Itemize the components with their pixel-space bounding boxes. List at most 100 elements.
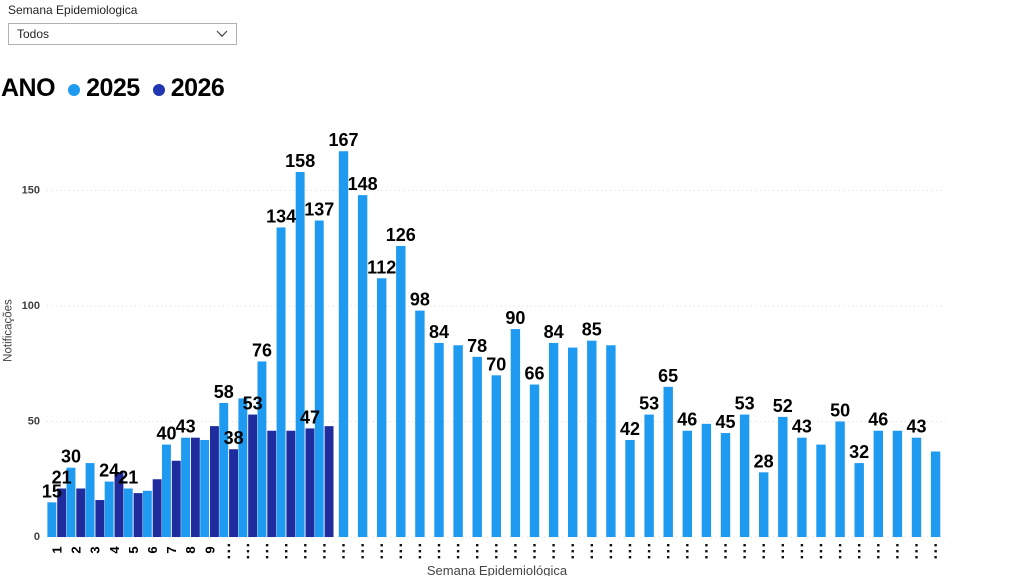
bar-2026-week-13[interactable] (286, 430, 296, 537)
x-tick-overflow-icon (877, 544, 880, 547)
bar-2026-week-12[interactable] (267, 430, 277, 537)
bar-2025-week-13[interactable] (276, 227, 286, 537)
x-tick-overflow-icon (762, 556, 765, 559)
bar-2025-week-34[interactable] (682, 430, 692, 537)
bar-2026-week-10[interactable] (229, 449, 238, 537)
bar-2025-week-30[interactable] (606, 345, 616, 537)
x-tick-overflow-icon (380, 550, 383, 553)
bar-2026-week-7[interactable] (171, 460, 181, 537)
data-label: 53 (243, 394, 263, 414)
bar-2026-week-5[interactable] (133, 493, 143, 537)
data-label: 40 (156, 424, 176, 444)
y-tick-label: 100 (22, 300, 40, 312)
bar-2025-week-23[interactable] (472, 356, 482, 537)
bar-2025-week-33[interactable] (663, 386, 673, 537)
bar-2025-week-11[interactable] (238, 398, 248, 537)
x-tick-overflow-icon (495, 544, 498, 547)
bar-2025-week-7[interactable] (162, 444, 171, 537)
x-tick-overflow-icon (304, 556, 307, 559)
chart-legend: ANO 2025 2026 (1, 74, 225, 103)
bar-2025-week-15[interactable] (314, 220, 324, 537)
data-label: 70 (486, 354, 506, 374)
data-label: 46 (868, 410, 888, 430)
bar-2026-week-8[interactable] (190, 437, 200, 537)
bar-2025-week-6[interactable] (142, 490, 152, 537)
legend-label-2025: 2025 (86, 74, 140, 102)
bar-2025-week-43[interactable] (854, 463, 864, 537)
bar-2025-week-20[interactable] (415, 310, 425, 537)
bar-2025-week-18[interactable] (377, 278, 387, 537)
data-label: 15 (42, 481, 62, 501)
bar-2025-week-4[interactable] (104, 481, 114, 537)
bar-2025-week-35[interactable] (701, 423, 712, 537)
bar-2025-week-9[interactable] (200, 439, 210, 537)
x-tick-overflow-icon (361, 544, 364, 547)
legend-dot-2025-icon (68, 84, 81, 96)
bar-2026-week-1[interactable] (57, 488, 67, 537)
bar-2026-week-11[interactable] (248, 414, 258, 537)
data-label: 43 (176, 417, 196, 437)
chevron-down-icon (216, 25, 228, 43)
x-tick-overflow-icon (819, 544, 823, 547)
bar-2025-week-29[interactable] (587, 340, 597, 537)
bar-2025-week-45[interactable] (892, 430, 903, 537)
x-tick-overflow-icon (514, 550, 517, 553)
legend-item-2026[interactable]: 2026 (152, 74, 225, 103)
bar-2025-week-32[interactable] (644, 414, 654, 537)
bar-2025-week-19[interactable] (396, 245, 406, 537)
bar-2025-week-10[interactable] (219, 403, 229, 537)
data-label: 43 (792, 417, 812, 437)
bar-2025-week-2[interactable] (66, 467, 76, 537)
x-tick-overflow-icon (667, 550, 670, 553)
x-tick-overflow-icon (590, 556, 593, 559)
bar-2025-week-26[interactable] (529, 384, 540, 537)
bar-2025-week-27[interactable] (548, 342, 559, 537)
bar-2025-week-22[interactable] (453, 345, 463, 537)
bar-2025-week-37[interactable] (739, 414, 750, 537)
x-tick-overflow-icon (686, 550, 689, 553)
bar-2025-week-8[interactable] (181, 437, 190, 537)
x-tick-overflow-icon (265, 544, 269, 547)
bar-2025-week-17[interactable] (357, 195, 368, 537)
bar-2026-week-3[interactable] (95, 500, 105, 537)
slicer-dropdown[interactable]: Todos (8, 23, 237, 45)
bar-2025-week-5[interactable] (123, 488, 133, 537)
bar-2026-week-2[interactable] (76, 488, 86, 537)
bar-2025-week-21[interactable] (434, 342, 444, 537)
bar-2025-week-31[interactable] (625, 439, 635, 537)
bar-2025-week-12[interactable] (257, 361, 267, 537)
bar-2025-week-1[interactable] (47, 502, 57, 537)
bar-2025-week-40[interactable] (797, 437, 807, 537)
bar-2026-week-6[interactable] (152, 479, 162, 537)
bar-2026-week-14[interactable] (305, 428, 315, 537)
bar-2025-week-39[interactable] (778, 416, 788, 537)
bar-2025-week-16[interactable] (338, 151, 349, 538)
x-tick-overflow-icon (399, 556, 402, 559)
data-label: 53 (735, 394, 755, 414)
legend-item-2025[interactable]: 2025 (68, 74, 140, 103)
bar-2025-week-14[interactable] (295, 172, 305, 537)
bar-2025-week-24[interactable] (491, 375, 501, 537)
bar-2025-week-41[interactable] (816, 444, 826, 537)
x-tick-overflow-icon (323, 556, 326, 559)
bar-2026-week-9[interactable] (210, 426, 219, 537)
x-tick-overflow-icon (724, 550, 727, 553)
x-tick-overflow-icon (476, 550, 479, 553)
bar-2025-week-3[interactable] (85, 463, 95, 537)
bar-2026-week-4[interactable] (114, 472, 124, 537)
x-tick-overflow-icon (743, 550, 746, 553)
bar-2025-week-25[interactable] (510, 329, 521, 537)
bar-2025-week-44[interactable] (873, 430, 883, 537)
bar-2025-week-46[interactable] (911, 437, 922, 537)
data-label: 38 (224, 428, 244, 448)
x-tick-overflow-icon (743, 544, 746, 547)
bar-2025-week-47[interactable] (930, 451, 941, 537)
legend-label-2026: 2026 (170, 74, 225, 102)
bar-2025-week-38[interactable] (759, 472, 769, 537)
bar-2026-week-15[interactable] (324, 426, 334, 537)
bar-2025-week-28[interactable] (568, 347, 578, 537)
x-tick-overflow-icon (380, 556, 383, 559)
bar-2025-week-36[interactable] (720, 433, 731, 537)
bar-2025-week-42[interactable] (835, 421, 845, 538)
data-label: 52 (773, 396, 793, 416)
